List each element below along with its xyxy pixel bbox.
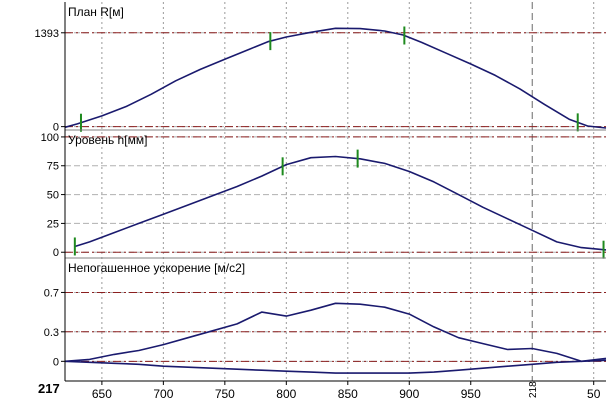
y-tick-label: 0 bbox=[53, 247, 59, 259]
x-tick-label: 900 bbox=[399, 387, 419, 401]
y-tick-label: 100 bbox=[41, 132, 59, 144]
x-tick-label: 650 bbox=[92, 387, 112, 401]
y-tick-label: 50 bbox=[47, 190, 59, 202]
series-line bbox=[74, 155, 607, 251]
x-tick-label: 850 bbox=[338, 387, 358, 401]
series-line bbox=[64, 27, 607, 129]
y-tick-label: 1393 bbox=[35, 28, 59, 40]
y-tick-label: 0.3 bbox=[44, 327, 59, 339]
y-tick-label: 75 bbox=[47, 161, 59, 173]
x-tick-label: 700 bbox=[153, 387, 173, 401]
y-tick-label: 25 bbox=[47, 218, 59, 230]
panel-title: Уровень h[мм] bbox=[68, 133, 147, 147]
panel-title: Непогашенное ускорение [м/с2] bbox=[68, 261, 245, 275]
series-line bbox=[64, 359, 607, 374]
x-start-label: 217 bbox=[38, 381, 60, 396]
km-marker-label: 218 bbox=[528, 381, 539, 398]
panel-title: План R[м] bbox=[68, 5, 124, 19]
y-tick-label: 0 bbox=[53, 122, 59, 134]
x-tick-label: 750 bbox=[215, 387, 235, 401]
y-tick-label: 0.7 bbox=[44, 287, 59, 299]
x-tick-label: 50 bbox=[587, 387, 601, 401]
y-tick-label: 0 bbox=[53, 356, 59, 368]
x-tick-label: 950 bbox=[461, 387, 481, 401]
series-line bbox=[64, 302, 607, 363]
x-tick-label: 800 bbox=[276, 387, 296, 401]
